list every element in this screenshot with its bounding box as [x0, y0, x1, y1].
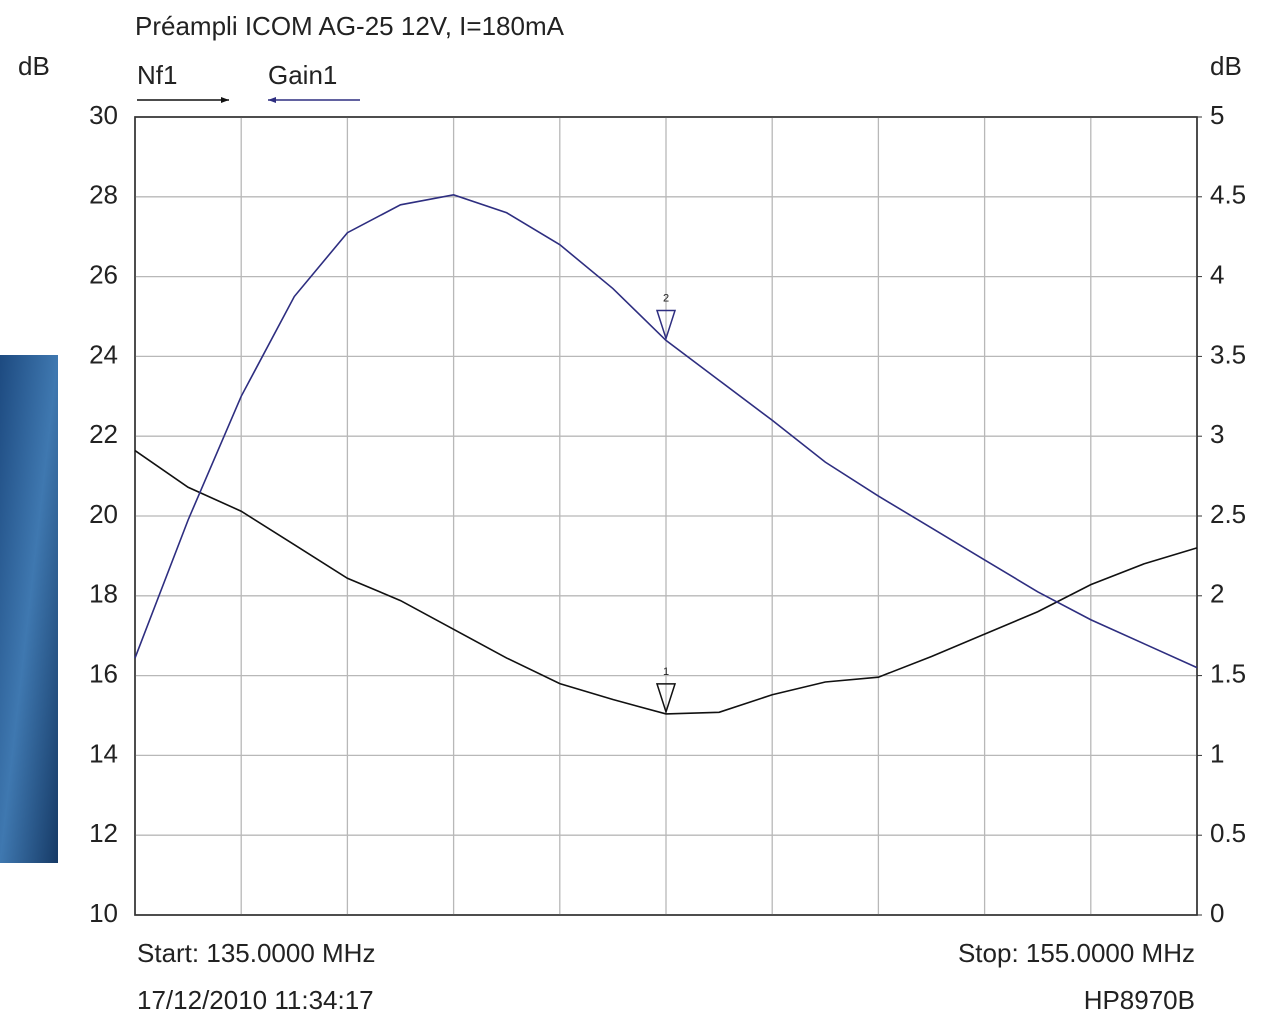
y-tick-label: 24	[89, 339, 118, 369]
background-image	[0, 355, 58, 863]
start-label: Start: 135.0000 MHz	[137, 938, 375, 968]
y-tick-label: 12	[89, 818, 118, 848]
legend-label: Nf1	[137, 60, 177, 90]
timestamp: 17/12/2010 11:34:17	[137, 985, 374, 1015]
y2-axis-label: dB	[1210, 51, 1242, 81]
stop-label: Stop: 155.0000 MHz	[958, 938, 1195, 968]
y-tick-label: 22	[89, 419, 118, 449]
y-tick-label: 26	[89, 259, 118, 289]
y2-tick-label: 0	[1210, 898, 1224, 928]
y2-tick-label: 4.5	[1210, 180, 1246, 210]
y2-tick-label: 4	[1210, 259, 1224, 289]
y-tick-label: 10	[89, 898, 118, 928]
y-axis-label: dB	[18, 51, 50, 81]
chart-title: Préampli ICOM AG-25 12V, I=180mA	[135, 11, 565, 41]
y-tick-label: 16	[89, 658, 118, 688]
marker	[655, 309, 677, 341]
y2-tick-label: 3	[1210, 419, 1224, 449]
legend-arrowhead	[221, 97, 229, 103]
marker-label: 2	[663, 292, 669, 304]
y2-tick-label: 0.5	[1210, 818, 1246, 848]
plot-frame	[134, 116, 1198, 916]
y-tick-label: 30	[89, 100, 118, 130]
y2-tick-label: 5	[1210, 100, 1224, 130]
marker-label: 1	[663, 666, 669, 678]
y-tick-label: 20	[89, 499, 118, 529]
legend-label: Gain1	[268, 60, 337, 90]
marker	[655, 683, 677, 715]
y2-tick-label: 3.5	[1210, 339, 1246, 369]
legend-arrowhead	[268, 97, 276, 103]
instrument: HP8970B	[1084, 985, 1195, 1015]
y2-tick-label: 2.5	[1210, 499, 1246, 529]
y2-tick-label: 1.5	[1210, 658, 1246, 688]
y-tick-label: 18	[89, 579, 118, 609]
y2-tick-label: 2	[1210, 579, 1224, 609]
y2-tick-label: 1	[1210, 738, 1224, 768]
y-tick-label: 28	[89, 180, 118, 210]
y-tick-label: 14	[89, 738, 118, 768]
